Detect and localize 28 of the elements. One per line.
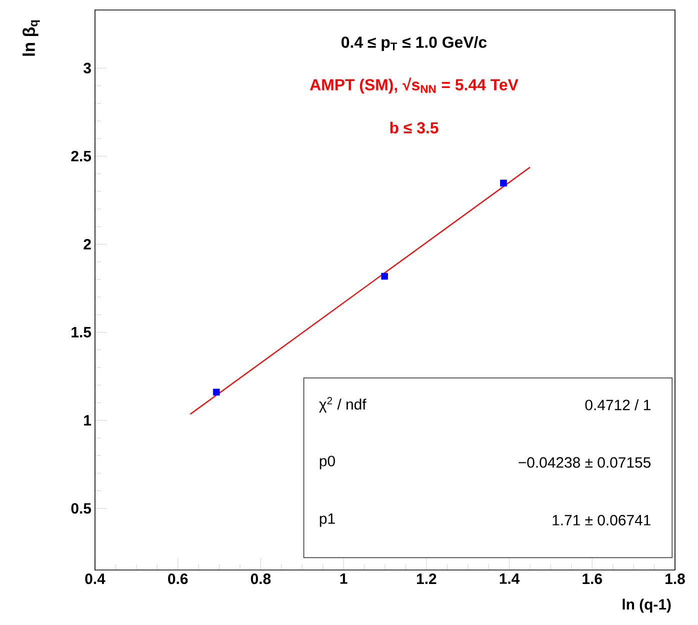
y-tick-label: 3 bbox=[84, 62, 91, 74]
x-tick-label: 1 bbox=[340, 574, 348, 584]
x-axis-title: ln (q-1) bbox=[622, 598, 671, 613]
annotation: b ≤ 3.5 bbox=[390, 122, 438, 134]
point bbox=[213, 388, 220, 396]
x-tick-label: 1.8 bbox=[666, 574, 685, 584]
y-tick-label: 0.5 bbox=[71, 503, 92, 514]
annotation: p0 bbox=[320, 456, 335, 470]
y-tick-label: 2.5 bbox=[71, 150, 92, 162]
text: 0.4 ≤ p$_{T}$ ≤ 1.0 GeV/c bbox=[342, 36, 487, 52]
y-tick-label: 1 bbox=[84, 415, 92, 426]
annotation: χ$^{2}$ / ndf bbox=[319, 397, 366, 413]
annotation: 0.4712 / 1 bbox=[585, 399, 650, 410]
x-tick-label: 1.4 bbox=[500, 574, 520, 584]
text: AMPT (SM), √s$_{NN}$ = 5.44 TeV bbox=[310, 78, 518, 94]
x-tick-label: 0.6 bbox=[168, 574, 188, 584]
x-tick-label: 0.4 bbox=[85, 574, 106, 584]
x-tick-label: 0.8 bbox=[250, 574, 271, 584]
point bbox=[381, 272, 388, 280]
x-tick-label: 1.6 bbox=[582, 574, 602, 584]
y-axis-title: ln β$_{q}$ bbox=[22, 20, 40, 56]
y-tick-label: 1.5 bbox=[72, 327, 92, 338]
annotation: p1 bbox=[320, 513, 335, 527]
x-tick-label: 1.2 bbox=[416, 574, 436, 584]
annotation: −0.04238 ± 0.07155 bbox=[518, 457, 651, 468]
annotation: 1.71 ± 0.06741 bbox=[552, 514, 650, 526]
point bbox=[500, 180, 507, 186]
y-tick-label: 2 bbox=[84, 238, 91, 250]
